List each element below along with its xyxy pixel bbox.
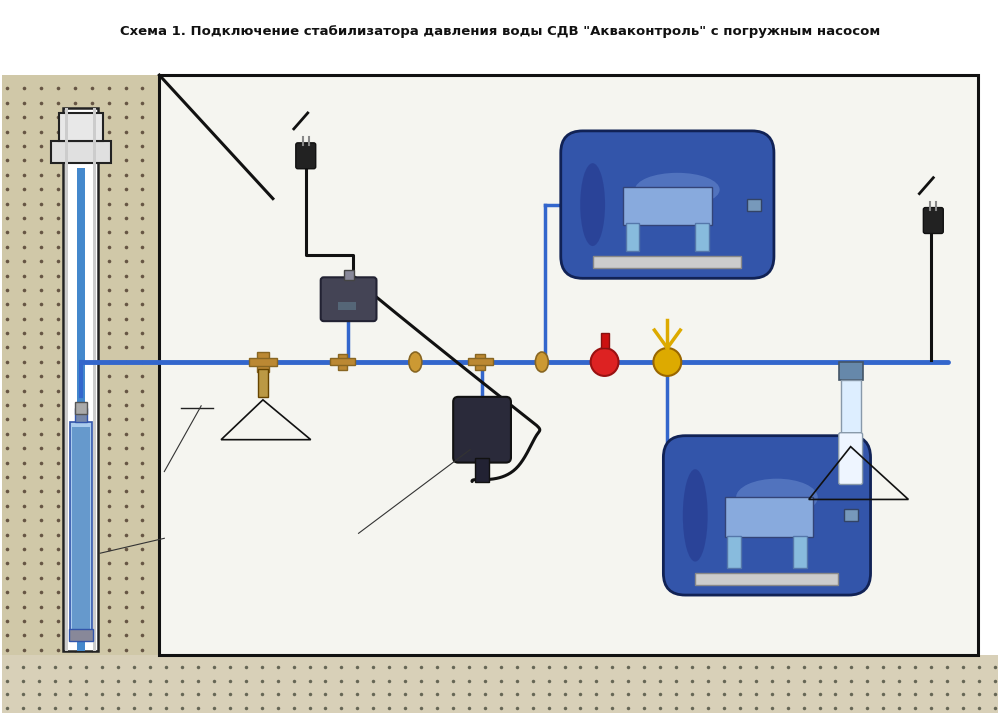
- Text: Гидроаккумулятор: Гидроаккумулятор: [612, 123, 723, 133]
- FancyBboxPatch shape: [839, 433, 863, 485]
- Bar: [65, 108, 68, 651]
- Bar: [159, 75, 978, 655]
- Text: Фильтр тонкой
очистки: Фильтр тонкой очистки: [812, 506, 901, 528]
- Bar: [72, 427, 90, 636]
- Bar: [70, 422, 92, 641]
- Bar: [249, 358, 277, 366]
- FancyBboxPatch shape: [296, 143, 316, 169]
- FancyBboxPatch shape: [561, 131, 774, 278]
- Bar: [75, 402, 87, 414]
- Text: Стабилизатор давления воды
«EXTRA® Акваконтроль СДВ»: Стабилизатор давления воды «EXTRA® Аквак…: [361, 561, 536, 583]
- Bar: [75, 408, 87, 422]
- Bar: [601, 333, 609, 348]
- Bar: [338, 353, 347, 371]
- Bar: [841, 380, 861, 435]
- Bar: [747, 198, 761, 211]
- Bar: [725, 498, 813, 538]
- Bar: [468, 358, 493, 366]
- Bar: [839, 362, 863, 380]
- Bar: [593, 256, 741, 268]
- Bar: [844, 509, 858, 521]
- Bar: [344, 271, 354, 281]
- FancyBboxPatch shape: [923, 208, 943, 233]
- Text: к точкам водоразбора: к точкам водоразбора: [835, 330, 966, 340]
- Bar: [77, 168, 85, 651]
- FancyBboxPatch shape: [321, 277, 376, 321]
- Bar: [51, 141, 111, 163]
- Circle shape: [653, 348, 681, 376]
- Bar: [626, 223, 639, 251]
- Bar: [475, 353, 485, 371]
- Bar: [330, 358, 355, 366]
- Text: Фильтр грубой
очистки: Фильтр грубой очистки: [219, 447, 307, 468]
- Text: Схема 1. Подключение стабилизатора давления воды СДВ "Акваконтроль" с погружным : Схема 1. Подключение стабилизатора давле…: [120, 25, 880, 39]
- Bar: [63, 108, 98, 651]
- Bar: [727, 536, 741, 568]
- Bar: [475, 458, 489, 481]
- Ellipse shape: [535, 352, 548, 372]
- Ellipse shape: [409, 352, 422, 372]
- Ellipse shape: [683, 469, 708, 562]
- Text: 220 В ~ 50 Гц: 220 В ~ 50 Гц: [823, 174, 908, 186]
- Bar: [2, 75, 159, 655]
- Ellipse shape: [635, 173, 720, 206]
- Bar: [257, 353, 269, 371]
- Text: Погружной насос: Погружной насос: [166, 528, 269, 538]
- Bar: [93, 108, 96, 651]
- Ellipse shape: [736, 478, 818, 516]
- FancyBboxPatch shape: [663, 436, 871, 595]
- Text: Реле давления воды: Реле давления воды: [369, 241, 489, 251]
- FancyBboxPatch shape: [453, 397, 511, 463]
- Bar: [695, 223, 709, 251]
- Bar: [793, 536, 807, 568]
- Text: Гидроаккумулятор: Гидроаккумулятор: [711, 428, 823, 438]
- Text: 220 В ~ 50 Гц: 220 В ~ 50 Гц: [261, 124, 346, 137]
- Bar: [2, 655, 998, 713]
- Bar: [695, 573, 838, 585]
- Bar: [59, 113, 103, 141]
- Bar: [258, 369, 268, 397]
- Bar: [69, 629, 93, 641]
- Text: Обратный клапан: Обратный клапан: [166, 461, 271, 471]
- Bar: [623, 186, 712, 224]
- Bar: [338, 302, 356, 310]
- Circle shape: [591, 348, 619, 376]
- Ellipse shape: [580, 164, 605, 246]
